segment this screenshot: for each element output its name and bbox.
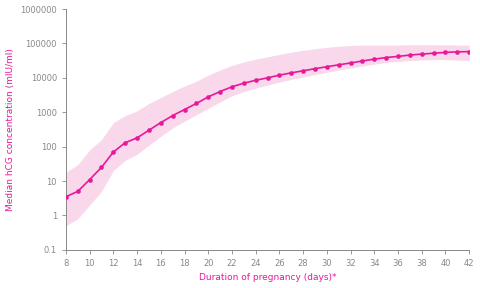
Y-axis label: Median hCG concentration (mIU/ml): Median hCG concentration (mIU/ml): [6, 48, 14, 211]
X-axis label: Duration of pregnancy (days)*: Duration of pregnancy (days)*: [199, 273, 336, 283]
